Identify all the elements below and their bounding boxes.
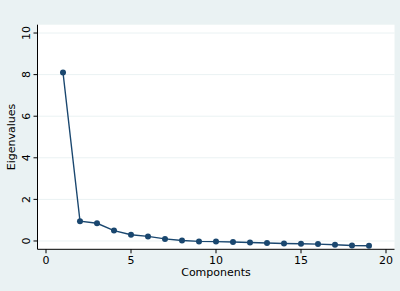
x-axis [38,249,395,250]
marker [128,232,134,238]
y-tick [34,199,38,200]
y-axis [37,25,38,250]
grid-line [38,199,395,200]
marker [315,241,321,247]
background [0,0,400,291]
marker [349,243,355,249]
y-tick-label: 4 [21,154,34,161]
y-tick-label: 6 [21,113,34,120]
grid-line [38,74,395,75]
plot-area [38,25,395,250]
marker [111,228,117,234]
y-tick [34,33,38,34]
marker [94,220,100,226]
marker [281,240,287,246]
x-axis-title: Components [181,266,251,279]
marker [247,239,253,245]
marker [366,243,372,249]
x-tick [386,249,387,253]
x-tick-label: 5 [128,254,135,267]
line [63,73,369,246]
y-tick-label: 0 [21,237,34,244]
marker [60,70,66,76]
x-tick [301,249,302,253]
x-tick [216,249,217,253]
y-axis-title: Eigenvalues [5,103,18,170]
chart: 024681005101520ComponentsEigenvalues [0,0,400,291]
series [60,70,372,249]
marker [145,233,151,239]
marker [162,236,168,242]
marker [332,242,338,248]
y-tick-label: 10 [21,26,34,40]
grid-line [38,33,395,34]
grid-line [38,116,395,117]
x-tick [46,249,47,253]
x-tick [131,249,132,253]
grid-line [38,157,395,158]
y-tick [34,157,38,158]
marker [264,240,270,246]
y-tick [34,116,38,117]
x-tick-label: 20 [379,254,393,267]
marker [213,239,219,245]
marker [298,241,304,247]
y-tick [34,74,38,75]
y-tick-label: 2 [21,196,34,203]
y-tick [34,240,38,241]
x-tick-label: 15 [294,254,308,267]
marker [77,218,83,224]
y-tick-label: 8 [21,71,34,78]
x-tick-label: 0 [43,254,50,267]
marker [179,238,185,244]
marker [230,239,236,245]
marker [196,238,202,244]
